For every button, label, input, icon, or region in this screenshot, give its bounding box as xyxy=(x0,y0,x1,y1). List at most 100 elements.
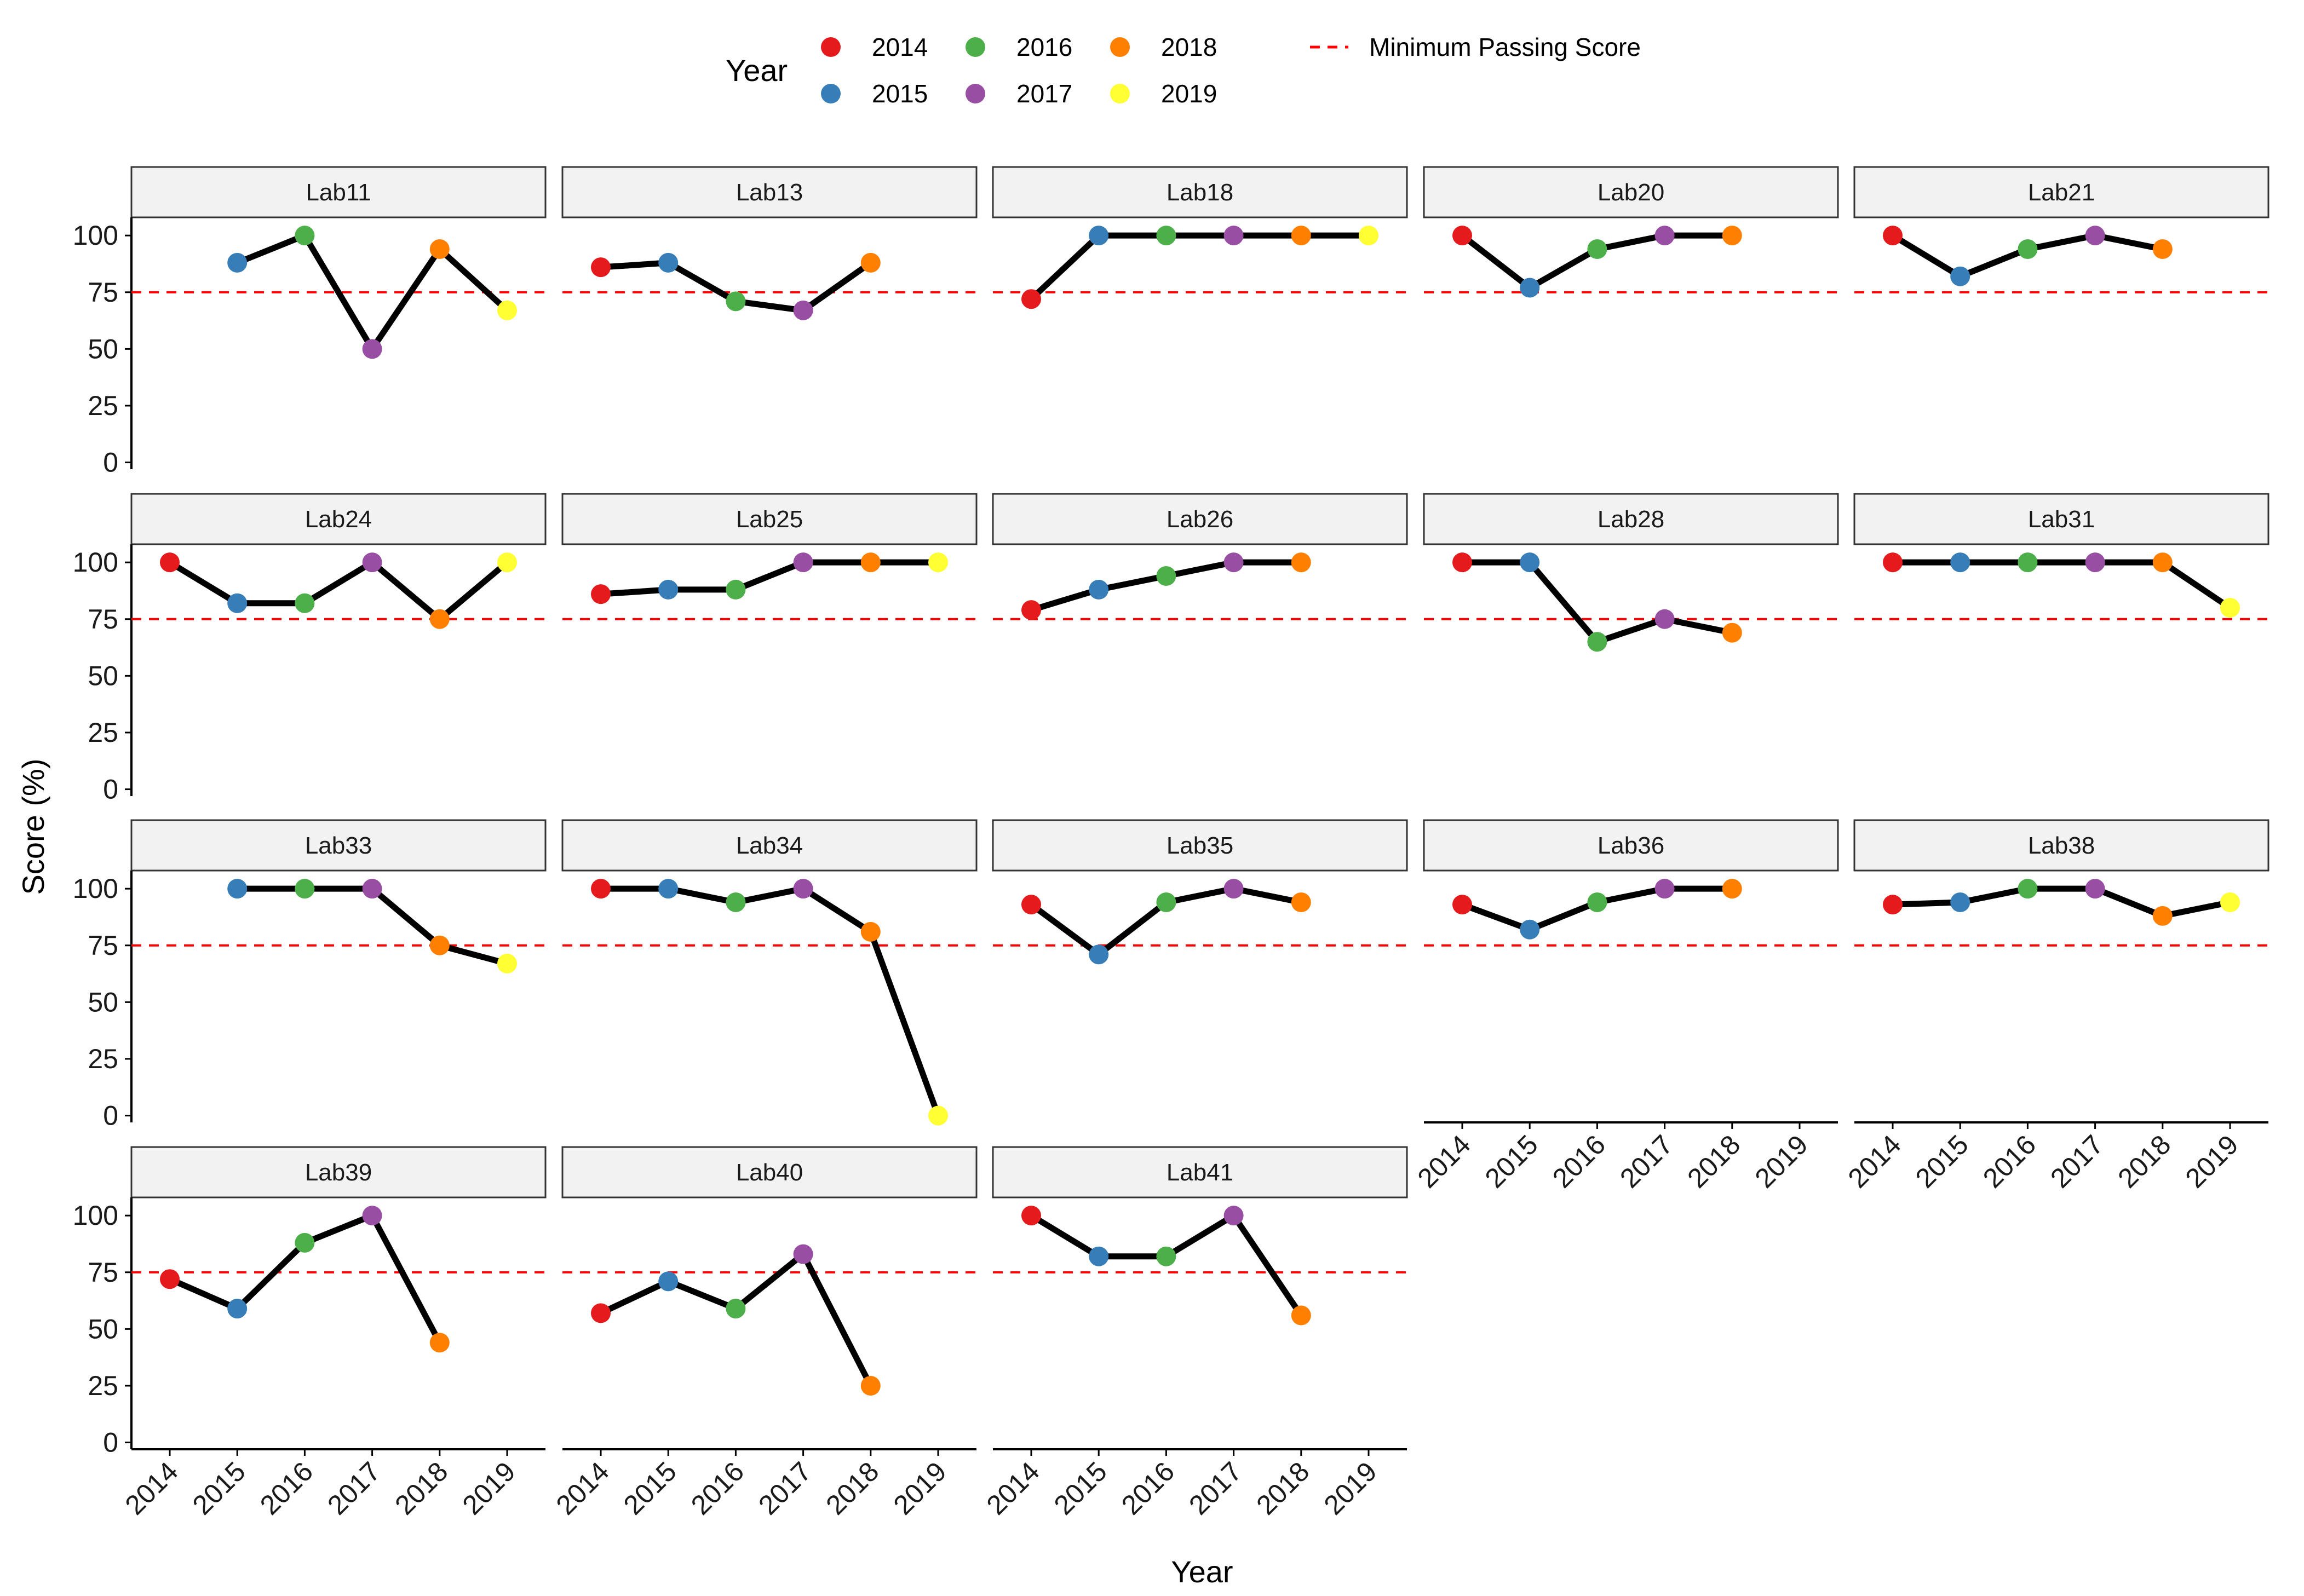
legend-swatch-2015 xyxy=(821,84,841,103)
series-line xyxy=(597,885,941,1119)
facet-strip xyxy=(561,493,978,545)
series-line xyxy=(1889,559,2233,611)
series-line xyxy=(597,559,941,597)
facet-label: Lab11 xyxy=(306,179,371,206)
data-point-2014 xyxy=(591,879,611,899)
data-point-2015 xyxy=(1520,278,1540,298)
facet-strip xyxy=(992,1146,1408,1199)
facet-panel-lab24: Lab24 0 25 50 75 100 xyxy=(73,493,547,805)
x-axis-title: Year xyxy=(1171,1554,1233,1589)
data-point-2018 xyxy=(860,1375,881,1396)
y-tick-label: 0 xyxy=(103,774,118,805)
facet-strip xyxy=(1853,166,2269,218)
facet-strip xyxy=(130,166,547,218)
data-point-2016 xyxy=(295,1232,315,1253)
facet-strip xyxy=(992,819,1408,872)
data-point-2015 xyxy=(658,879,679,899)
data-point-2018 xyxy=(2152,239,2173,260)
data-point-2017 xyxy=(362,339,382,359)
data-point-2014 xyxy=(1452,895,1472,915)
y-tick-label: 100 xyxy=(73,547,118,578)
legend-title: Year xyxy=(726,53,788,88)
facet-panel-lab33: Lab33 0 25 50 75 100 xyxy=(73,819,547,1131)
facet-strip xyxy=(1853,819,2269,872)
data-point-2017 xyxy=(1223,879,1244,899)
data-point-2015 xyxy=(227,879,248,899)
data-point-2017 xyxy=(793,300,813,320)
data-point-2019 xyxy=(497,953,517,973)
data-point-2015 xyxy=(658,252,679,273)
data-point-2018 xyxy=(860,921,881,942)
data-point-2017 xyxy=(1654,226,1675,246)
legend-items: 2014 2015 2016 2017 2018 2019 xyxy=(821,33,1217,108)
data-point-2017 xyxy=(2085,226,2105,246)
data-point-2017 xyxy=(362,552,382,573)
data-point-2016 xyxy=(295,226,315,246)
data-point-2018 xyxy=(1291,1305,1311,1326)
data-point-2014 xyxy=(591,584,611,604)
data-point-2018 xyxy=(1722,226,1742,246)
data-point-2015 xyxy=(1950,266,1970,286)
data-point-2016 xyxy=(295,593,315,613)
facet-strip xyxy=(1853,493,2269,545)
y-tick-label: 100 xyxy=(73,1200,118,1231)
facet-label: Lab24 xyxy=(305,506,372,533)
data-point-2018 xyxy=(860,252,881,273)
y-tick-label: 50 xyxy=(88,1313,118,1344)
data-point-2019 xyxy=(1359,226,1378,246)
data-point-2019 xyxy=(2220,598,2240,618)
y-tick-label: 75 xyxy=(88,604,118,635)
data-point-2017 xyxy=(362,1206,382,1226)
data-point-2016 xyxy=(1156,566,1176,586)
data-point-2018 xyxy=(2152,552,2173,573)
data-point-2018 xyxy=(1291,552,1311,573)
data-point-2016 xyxy=(2018,239,2038,260)
facet-label: Lab34 xyxy=(736,832,803,859)
data-point-2015 xyxy=(1089,579,1109,600)
data-point-2014 xyxy=(1021,289,1041,309)
facet-strip xyxy=(561,819,978,872)
facet-label: Lab35 xyxy=(1167,832,1233,859)
data-point-2017 xyxy=(793,879,813,899)
data-point-2017 xyxy=(362,879,382,899)
data-point-2019 xyxy=(928,1105,948,1126)
facet-label: Lab38 xyxy=(2028,832,2095,859)
data-point-2016 xyxy=(726,291,746,312)
y-tick-label: 25 xyxy=(88,1044,118,1074)
legend-swatch-2016 xyxy=(966,37,985,57)
facet-panel-lab31: Lab31 xyxy=(1853,493,2269,620)
data-point-2018 xyxy=(2152,906,2173,926)
y-tick-label: 0 xyxy=(103,1101,118,1131)
legend-label-2014: 2014 xyxy=(872,33,928,61)
facet-panel-lab20: Lab20 xyxy=(1423,166,1839,298)
series-line xyxy=(1028,232,1372,302)
data-point-2016 xyxy=(726,579,746,600)
facet-strip xyxy=(1423,819,1839,872)
facet-label: Lab36 xyxy=(1598,832,1664,859)
data-point-2016 xyxy=(726,892,746,913)
legend-label-2016: 2016 xyxy=(1016,33,1072,61)
data-point-2015 xyxy=(658,1271,679,1292)
data-point-2015 xyxy=(1950,892,1970,913)
facet-panel-lab35: Lab35 xyxy=(992,819,1408,965)
data-point-2014 xyxy=(1021,895,1041,915)
facet-strip xyxy=(130,1146,547,1199)
facet-strip xyxy=(1423,166,1839,218)
data-point-2015 xyxy=(227,1299,248,1319)
data-point-2014 xyxy=(1883,895,1903,915)
data-point-2015 xyxy=(1520,552,1540,573)
y-tick-label: 50 xyxy=(88,333,118,364)
data-point-2016 xyxy=(1587,239,1607,260)
y-tick-label: 100 xyxy=(73,873,118,904)
y-tick-label: 75 xyxy=(88,1257,118,1288)
facet-strip xyxy=(992,493,1408,545)
y-tick-label: 50 xyxy=(88,987,118,1017)
data-point-2016 xyxy=(1587,892,1607,913)
facet-label: Lab41 xyxy=(1167,1159,1233,1186)
data-point-2015 xyxy=(227,593,248,613)
data-point-2015 xyxy=(1950,552,1970,573)
data-point-2019 xyxy=(2220,892,2240,913)
facet-label: Lab28 xyxy=(1598,506,1664,533)
data-point-2019 xyxy=(497,300,517,320)
legend-label-2015: 2015 xyxy=(872,79,928,108)
